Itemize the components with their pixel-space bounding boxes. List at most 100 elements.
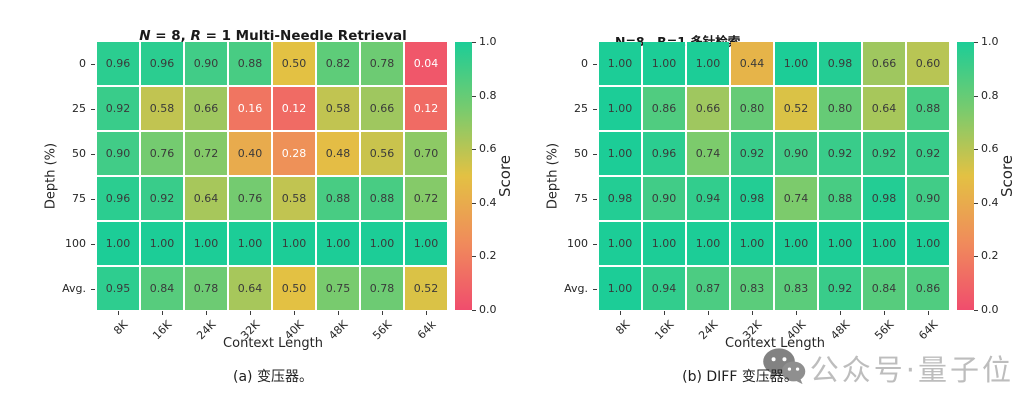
colorbar-tick xyxy=(472,256,476,257)
heatmap-cell: 0.88 xyxy=(361,177,403,220)
heatmap-cell: 1.00 xyxy=(687,222,729,265)
x-tick xyxy=(382,311,383,315)
x-tick xyxy=(708,311,709,315)
heatmap-cell: 0.98 xyxy=(731,177,773,220)
heatmap-cell: 0.66 xyxy=(361,87,403,130)
y-tick-label: Avg. xyxy=(62,281,86,295)
y-tick xyxy=(593,154,597,155)
y-tick xyxy=(593,109,597,110)
y-tick-label: 50 xyxy=(574,146,588,160)
heatmap-cell: 0.58 xyxy=(141,87,183,130)
heatmap-cell: 1.00 xyxy=(599,222,641,265)
heatmap-cell: 1.00 xyxy=(687,42,729,85)
heatmap-cell: 0.94 xyxy=(643,267,685,310)
x-tick xyxy=(752,311,753,315)
heatmap-cell: 0.50 xyxy=(273,42,315,85)
x-tick xyxy=(118,311,119,315)
colorbar-tick-label: 0.8 xyxy=(479,88,497,102)
heatmap-cell: 0.40 xyxy=(229,132,271,175)
y-tick-label: 75 xyxy=(72,191,86,205)
colorbar-tick xyxy=(472,203,476,204)
y-tick-label: 100 xyxy=(567,236,588,250)
heatmap-cell: 1.00 xyxy=(863,222,905,265)
heatmap-cell: 1.00 xyxy=(907,222,949,265)
heatmap-cell: 0.74 xyxy=(775,177,817,220)
heatmap-cell: 0.66 xyxy=(863,42,905,85)
colorbar-tick xyxy=(472,42,476,43)
heatmap-cell: 0.88 xyxy=(907,87,949,130)
heatmap-cell: 0.28 xyxy=(273,132,315,175)
heatmap-cell: 0.88 xyxy=(819,177,861,220)
y-tick xyxy=(91,289,95,290)
x-tick xyxy=(840,311,841,315)
x-tick xyxy=(620,311,621,315)
heatmap-cell: 0.92 xyxy=(731,132,773,175)
heatmap-cell: 1.00 xyxy=(229,222,271,265)
y-tick xyxy=(91,109,95,110)
heatmap-cell: 0.96 xyxy=(643,132,685,175)
y-tick xyxy=(593,244,597,245)
heatmap-cell: 0.95 xyxy=(97,267,139,310)
heatmap-cell: 1.00 xyxy=(599,132,641,175)
y-tick-label: 75 xyxy=(574,191,588,205)
heatmap-cell: 0.78 xyxy=(361,267,403,310)
colorbar-tick-label: 0.6 xyxy=(981,142,999,156)
x-tick xyxy=(162,311,163,315)
heatmap-cell: 0.83 xyxy=(775,267,817,310)
colorbar-tick xyxy=(974,310,978,311)
heatmap-cell: 0.75 xyxy=(317,267,359,310)
heatmap-cell: 0.92 xyxy=(819,132,861,175)
y-tick xyxy=(593,289,597,290)
colorbar-tick-label: 0.0 xyxy=(981,303,999,316)
heatmap-cell: 0.90 xyxy=(907,177,949,220)
colorbar-tick xyxy=(974,96,978,97)
heatmap-cell: 0.16 xyxy=(229,87,271,130)
x-tick xyxy=(426,311,427,315)
heatmap-cell: 0.86 xyxy=(907,267,949,310)
heatmap-cell: 0.12 xyxy=(405,87,447,130)
heatmap-cell: 0.64 xyxy=(229,267,271,310)
colorbar-tick-label: 1.0 xyxy=(479,35,497,48)
colorbar-tick-label: 0.6 xyxy=(479,142,497,156)
y-tick-label: 25 xyxy=(574,101,588,115)
x-tick-label: 8K xyxy=(110,318,131,338)
x-tick xyxy=(796,311,797,315)
y-tick-label: 50 xyxy=(72,146,86,160)
y-tick-label: 0 xyxy=(581,56,588,70)
heatmap-cell: 0.78 xyxy=(185,267,227,310)
x-tick xyxy=(928,311,929,315)
heatmap-cell: 0.76 xyxy=(141,132,183,175)
y-tick xyxy=(91,199,95,200)
heatmap-cell: 1.00 xyxy=(405,222,447,265)
heatmap-cell: 0.86 xyxy=(643,87,685,130)
colorbar-b xyxy=(957,42,974,310)
heatmap-cell: 0.74 xyxy=(687,132,729,175)
heatmap-cell: 0.80 xyxy=(819,87,861,130)
heatmap-cell: 0.52 xyxy=(405,267,447,310)
x-tick xyxy=(206,311,207,315)
heatmap-cell: 0.87 xyxy=(687,267,729,310)
heatmap-cell: 0.58 xyxy=(273,177,315,220)
y-tick xyxy=(91,244,95,245)
x-axis-label: Context Length xyxy=(725,336,825,351)
heatmap-cell: 1.00 xyxy=(731,222,773,265)
heatmap-cell: 0.83 xyxy=(731,267,773,310)
heatmap-cell: 0.66 xyxy=(687,87,729,130)
heatmap-cell: 0.52 xyxy=(775,87,817,130)
wechat-logo-icon xyxy=(762,347,806,389)
y-tick xyxy=(91,64,95,65)
heatmap-cell: 0.56 xyxy=(361,132,403,175)
x-axis-label: Context Length xyxy=(223,336,323,351)
heatmap-cell: 0.58 xyxy=(317,87,359,130)
heatmap-cell: 0.98 xyxy=(863,177,905,220)
heatmap-cell: 0.84 xyxy=(141,267,183,310)
x-tick xyxy=(294,311,295,315)
heatmap-cell: 0.90 xyxy=(775,132,817,175)
heatmap-cell: 1.00 xyxy=(317,222,359,265)
heatmap-cell: 1.00 xyxy=(775,42,817,85)
heatmap-cell: 0.72 xyxy=(405,177,447,220)
heatmap-cell: 0.80 xyxy=(731,87,773,130)
colorbar-tick xyxy=(472,96,476,97)
colorbar-tick xyxy=(472,310,476,311)
